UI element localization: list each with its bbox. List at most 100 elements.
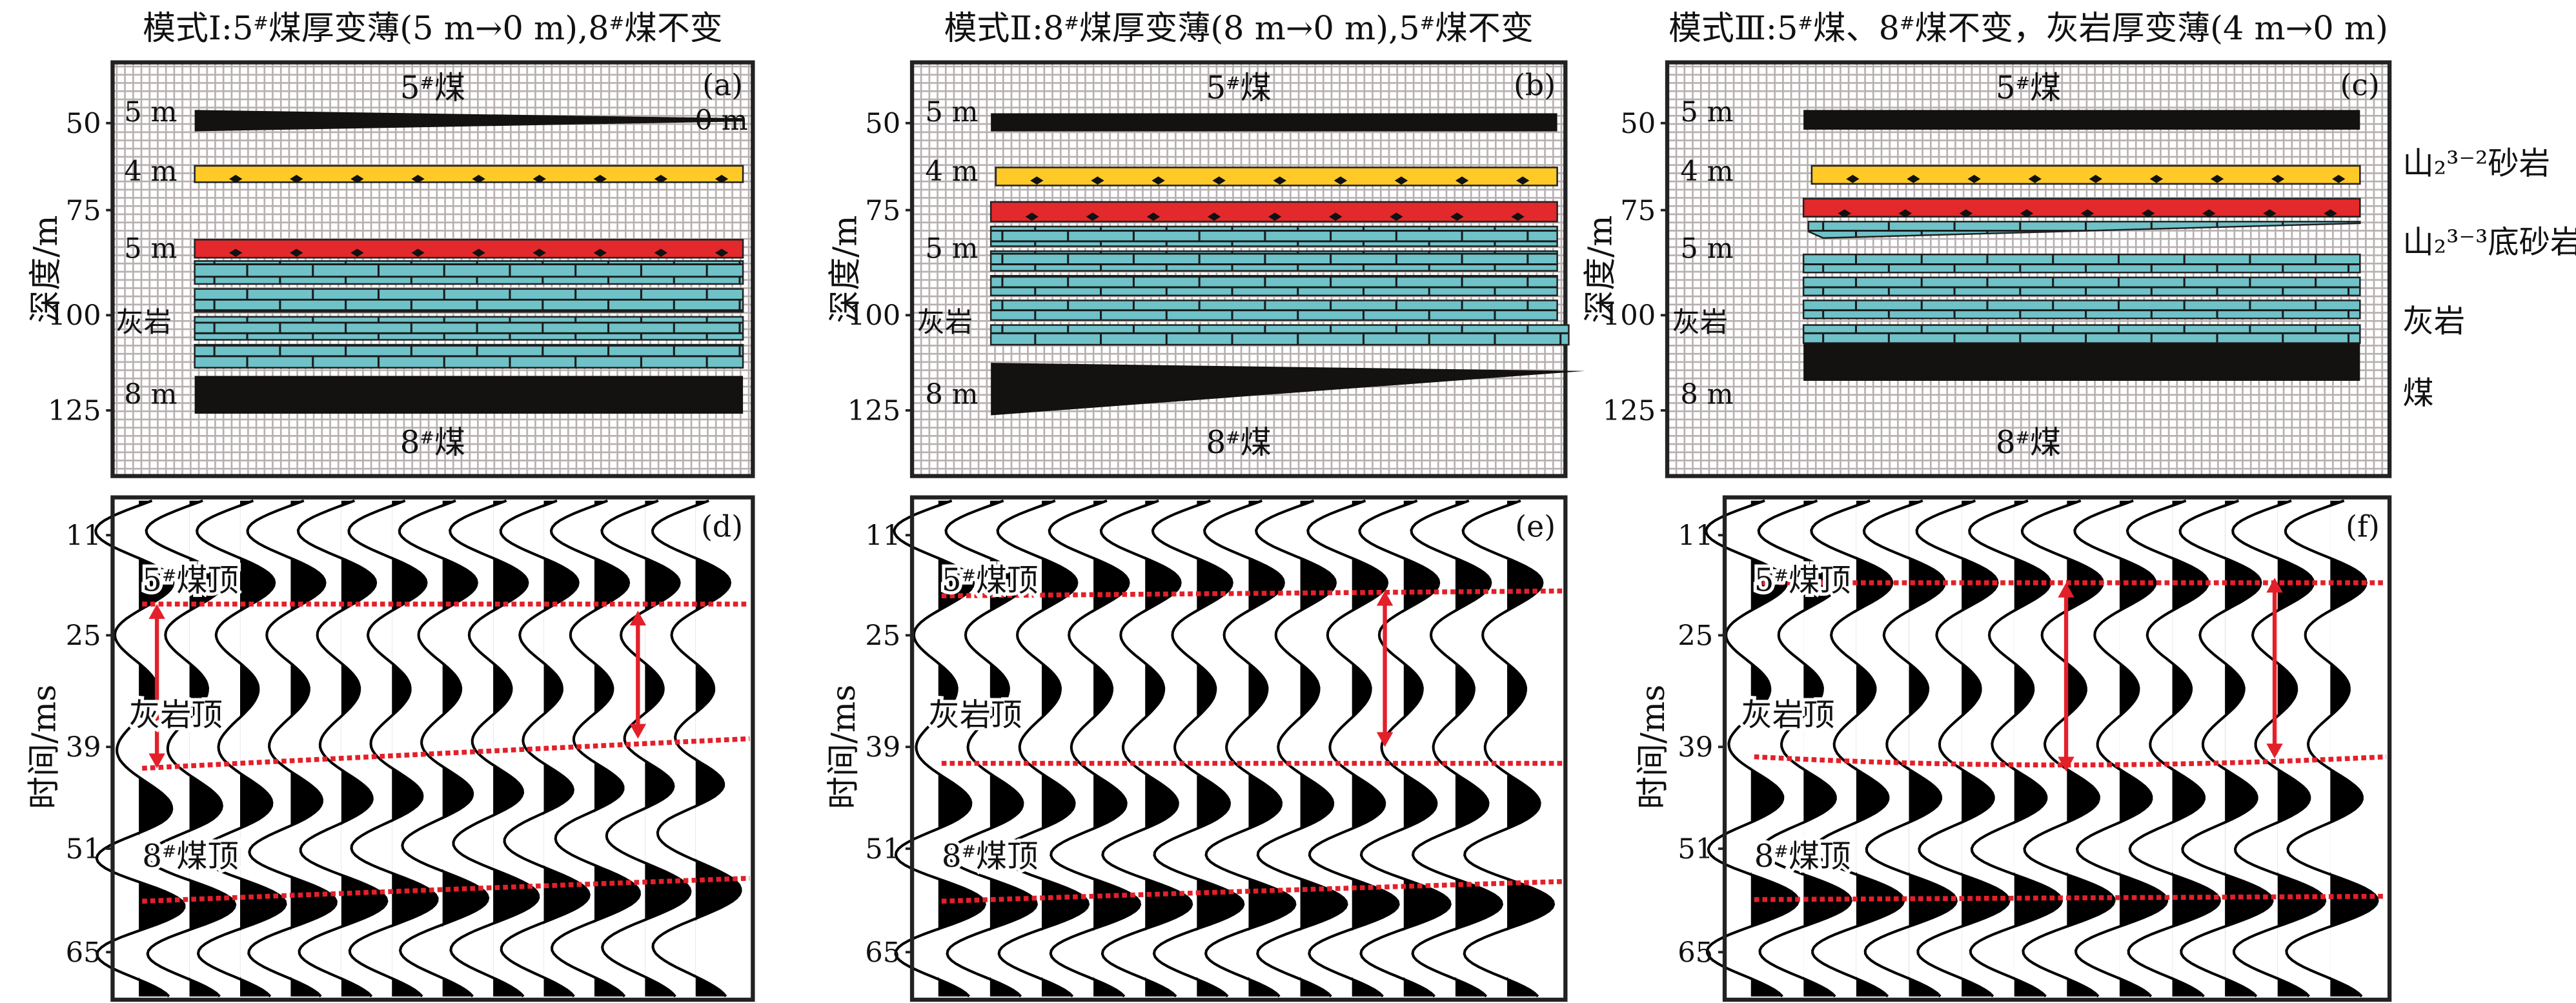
horizon-line	[941, 878, 1563, 904]
sand-dot	[1268, 212, 1282, 221]
panel-tag: (c)	[2340, 68, 2379, 103]
panel-title: 模式Ⅱ:8#煤厚变薄(8 m→0 m),5#煤不变	[944, 9, 1534, 47]
sand-dot	[1898, 209, 1912, 218]
horizon-line	[1754, 754, 2387, 768]
sand-dot	[1390, 212, 1403, 221]
time-tick-label: 51	[66, 833, 101, 866]
sand-dot	[1967, 174, 1981, 183]
seismic-trace	[1048, 499, 1142, 998]
sand-dot	[2210, 174, 2224, 183]
seismic-trace	[1099, 499, 1193, 998]
sand-dot	[1151, 176, 1165, 185]
sand-dot	[593, 174, 607, 183]
sand-dot	[2271, 174, 2285, 183]
time-tick-label: 11	[865, 520, 900, 552]
seismic-frame	[1722, 495, 2392, 1002]
seismic-trace	[893, 499, 986, 998]
depth-tick-label: 50	[1620, 108, 1656, 140]
horizon-label-limestone-top: 灰岩顶	[129, 697, 223, 733]
sand-dot	[1086, 212, 1100, 221]
sand-dot	[229, 174, 243, 183]
depth-tick-label: 125	[847, 395, 901, 427]
base-sandstone-thickness: 5 m	[925, 232, 978, 265]
depth-axis-label: 深度/m	[1581, 216, 1619, 323]
seismic-trace-fill	[1352, 500, 1399, 997]
sand-dot	[1838, 209, 1851, 218]
coal-5-label: 5#煤	[1996, 70, 2061, 106]
base-sandstone-thickness: 5 m	[1680, 232, 1733, 265]
panel-tag: (f)	[2346, 510, 2380, 544]
limestone-label: 灰岩	[1672, 307, 1728, 339]
seismic-trace	[1202, 499, 1297, 998]
sand-dot	[472, 248, 485, 258]
seismic-trace	[1915, 499, 2011, 998]
sand-dot	[715, 174, 729, 183]
seismic-frame	[110, 495, 755, 1002]
legend-label: 山₂³⁻²砂岩	[2402, 146, 2550, 182]
limestone-band	[1802, 276, 2361, 297]
sandstone-thickness: 4 m	[1680, 156, 1733, 188]
sandstone-upper	[995, 167, 1558, 187]
sand-dot	[2089, 174, 2103, 183]
time-tick-label: 65	[865, 937, 900, 969]
horizon-line	[142, 736, 750, 771]
coal-8-label: 8#煤	[400, 425, 465, 461]
sand-dot	[2142, 209, 2155, 218]
seismic-trace	[1255, 499, 1348, 998]
depth-tick-label: 75	[66, 195, 101, 227]
limestone-band	[194, 260, 744, 285]
seismic-trace	[2178, 499, 2274, 998]
seismic-trace-fill	[1403, 500, 1450, 997]
seismic-trace-fill	[442, 500, 489, 997]
limestone-band	[194, 288, 744, 313]
sand-dot	[1212, 176, 1226, 185]
horizon-label-coal5-top: 5#煤顶	[1754, 563, 1851, 599]
sand-dot	[2324, 209, 2337, 218]
limestone-label: 灰岩	[116, 307, 172, 339]
arrow-heads	[629, 611, 647, 739]
limestone-band	[1802, 299, 2361, 319]
limestone-band	[194, 343, 744, 369]
depth-tick-label: 50	[66, 108, 101, 140]
horizon-label-coal8-top: 8#煤顶	[942, 838, 1039, 875]
panel-title: 模式Ⅲ:5#煤、8#煤不变，灰岩厚变薄(4 m→0 m)	[1668, 9, 2388, 47]
sand-dot	[229, 248, 243, 258]
seismic-trace	[499, 499, 591, 998]
seismic-trace-fill	[1507, 500, 1554, 997]
sand-dot	[1511, 212, 1525, 221]
depth-tick-label: 100	[1603, 300, 1656, 332]
panel-tag: (e)	[1515, 510, 1556, 544]
horizon-line	[142, 875, 750, 904]
horizon-label-coal5-top: 5#煤顶	[942, 563, 1039, 599]
seismic-frame	[909, 495, 1568, 1002]
seismic-trace-fill	[2172, 500, 2220, 997]
seismic-trace	[2073, 499, 2169, 998]
panel-tag: (d)	[701, 510, 743, 544]
horizon-label-coal8-top: 8#煤顶	[1754, 838, 1851, 875]
seismic-trace-fill	[695, 500, 741, 997]
seismic-trace-fill	[1803, 500, 1851, 997]
coal-5	[991, 113, 1557, 132]
seismic-trace-fill	[2067, 500, 2115, 997]
seismic-trace	[1358, 499, 1452, 998]
seismic-trace-fill	[938, 500, 985, 997]
sand-dot	[2028, 174, 2042, 183]
sand-dot	[593, 248, 607, 258]
sandstone-lower	[1802, 198, 2361, 218]
time-tick-label: 11	[1678, 520, 1713, 552]
sand-dot	[1273, 176, 1286, 185]
sand-dot	[2020, 209, 2034, 218]
horizon-line	[941, 588, 1563, 599]
coal-8-thickness: 8 m	[1680, 379, 1733, 411]
seismic-trace	[1151, 499, 1245, 998]
seismic-trace-fill	[492, 500, 539, 997]
limestone-band	[1802, 324, 2361, 344]
limestone-band	[194, 316, 744, 341]
coal-8-label: 8#煤	[1206, 425, 1272, 461]
sand-dot	[472, 174, 485, 183]
legend-label: 山₂³⁻³底砂岩	[2402, 225, 2576, 261]
legend-label: 煤	[2402, 376, 2433, 412]
seismic-trace	[1810, 499, 1905, 998]
limestone-band	[989, 324, 1570, 346]
depth-tick-label: 125	[1603, 395, 1656, 427]
